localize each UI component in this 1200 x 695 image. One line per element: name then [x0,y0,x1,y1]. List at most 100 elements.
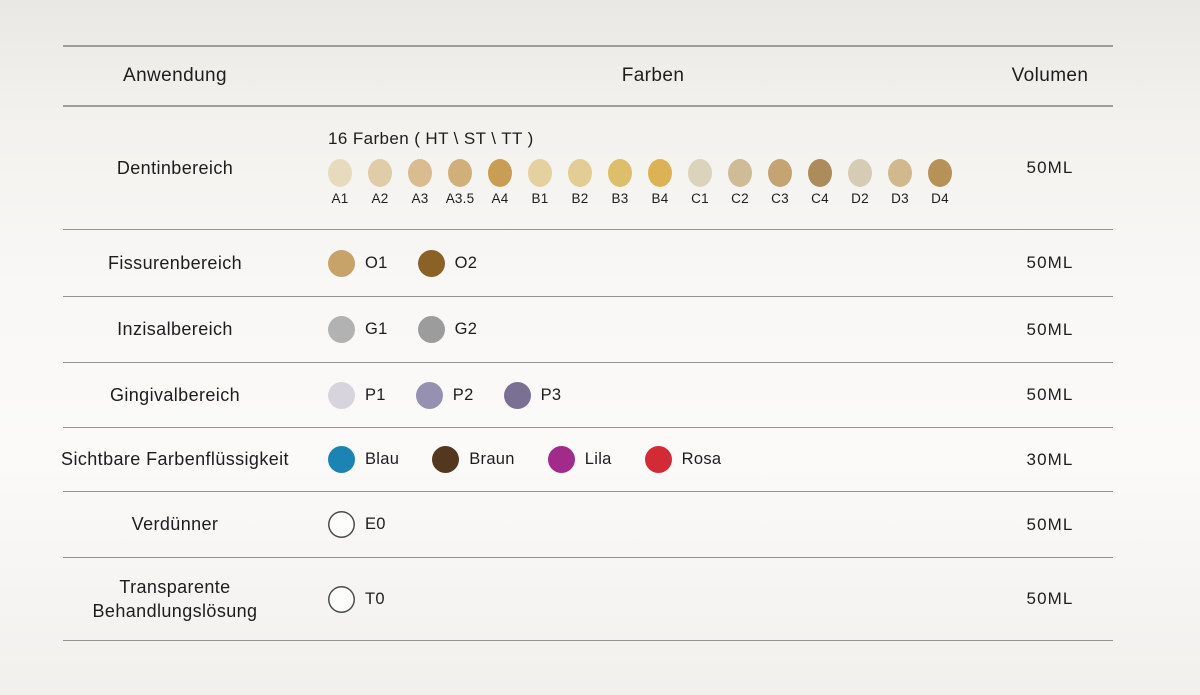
swatch-label: B1 [532,191,549,206]
color-swatch [888,159,912,187]
color-swatch [808,159,832,187]
color-swatch [328,316,355,343]
color-swatch [648,159,672,187]
swatch-item: B2 [560,159,600,206]
color-swatch [432,446,459,473]
color-swatch [328,250,355,277]
application-cell: Gingivalbereich [63,363,287,427]
swatch-item: P1 [328,382,386,409]
swatch-list: O1 O2 [328,250,963,277]
swatch-label: A4 [492,191,509,206]
farben-cell: E0 [287,492,963,557]
application-label: Gingivalbereich [110,383,240,407]
table-row: Fissurenbereich O1 O2 50ML [63,230,1113,297]
volume-value: 50ML [1027,515,1074,535]
application-cell: Fissurenbereich [63,230,287,296]
swatch-item: C3 [760,159,800,206]
volume-cell: 50ML [963,363,1113,427]
swatch-label: G1 [365,320,388,339]
swatch-item: O2 [418,250,478,277]
color-swatch [328,382,355,409]
swatch-label: A3.5 [446,191,475,206]
application-cell: Inzisalbereich [63,297,287,362]
volume-value: 50ML [1027,385,1074,405]
swatch-item: B4 [640,159,680,206]
color-swatch [408,159,432,187]
swatch-label: G2 [455,320,478,339]
color-swatch [688,159,712,187]
swatch-item: O1 [328,250,388,277]
swatch-item: A3 [400,159,440,206]
swatch-item: B1 [520,159,560,206]
swatch-list: BlauBraunLilaRosa [328,446,963,473]
color-swatch [528,159,552,187]
swatch-item: A2 [360,159,400,206]
color-swatch [416,382,443,409]
volume-value: 30ML [1027,450,1074,470]
swatch-item: C2 [720,159,760,206]
swatch-item: P3 [504,382,562,409]
swatch-label: Rosa [682,450,722,469]
color-swatch [328,511,355,538]
swatch-item: A4 [480,159,520,206]
swatch-item: D3 [880,159,920,206]
application-cell: Dentinbereich [63,107,287,229]
volume-value: 50ML [1027,320,1074,340]
shade-table: Anwendung Farben Volumen Dentinbereich 16… [63,45,1113,641]
color-swatch [448,159,472,187]
volume-cell: 50ML [963,230,1113,296]
farben-cell: 16 Farben ( HT \ ST \ TT ) A1 A2 A3 A3.5 A4 B1… [287,107,963,229]
application-label: Verdünner [132,512,219,536]
swatch-label: C2 [731,191,749,206]
table-row: Dentinbereich 16 Farben ( HT \ ST \ TT ) A… [63,107,1113,230]
color-swatch [328,446,355,473]
swatch-label: A1 [332,191,349,206]
farben-cell: T0 [287,558,963,640]
table-header-row: Anwendung Farben Volumen [63,47,1113,107]
application-label: Fissurenbereich [108,251,242,275]
swatch-item: A1 [320,159,360,206]
color-swatch [418,316,445,343]
table-row: Inzisalbereich G1 G2 50ML [63,297,1113,363]
color-swatch [368,159,392,187]
page-background: Anwendung Farben Volumen Dentinbereich 16… [0,0,1200,695]
farben-cell: O1 O2 [287,230,963,296]
swatch-label: A3 [412,191,429,206]
volume-cell: 30ML [963,428,1113,491]
swatch-label: Lila [585,450,612,469]
swatch-label: B3 [612,191,629,206]
farben-cell: P1 P2 P3 [287,363,963,427]
volume-value: 50ML [1027,253,1074,273]
swatch-item: D2 [840,159,880,206]
farben-group-title: 16 Farben ( HT \ ST \ TT ) [328,127,963,151]
farben-cell: G1 G2 [287,297,963,362]
color-swatch [568,159,592,187]
swatch-item: Blau [328,446,399,473]
swatch-label: D4 [931,191,949,206]
swatch-label: D2 [851,191,869,206]
swatch-label: E0 [365,515,386,534]
table-row: Sichtbare FarbenflüssigkeitBlauBraunLila… [63,428,1113,492]
swatch-list: G1 G2 [328,316,963,343]
volume-cell: 50ML [963,107,1113,229]
volume-cell: 50ML [963,492,1113,557]
application-label: Dentinbereich [117,156,233,180]
volume-value: 50ML [1027,589,1074,609]
swatch-list: E0 [328,511,963,538]
color-swatch [645,446,672,473]
color-swatch [328,586,355,613]
swatch-label: P3 [541,386,562,405]
swatch-item: Rosa [645,446,722,473]
swatch-label: B2 [572,191,589,206]
swatch-item: G2 [418,316,478,343]
color-swatch [504,382,531,409]
swatch-label: A2 [372,191,389,206]
swatch-label: P2 [453,386,474,405]
application-label: Inzisalbereich [117,317,233,341]
swatch-item: B3 [600,159,640,206]
swatch-label: D3 [891,191,909,206]
swatch-label: C3 [771,191,789,206]
application-cell: Sichtbare Farbenflüssigkeit [63,428,287,491]
color-swatch [418,250,445,277]
application-cell: Transparente Behandlungslösung [63,558,287,640]
